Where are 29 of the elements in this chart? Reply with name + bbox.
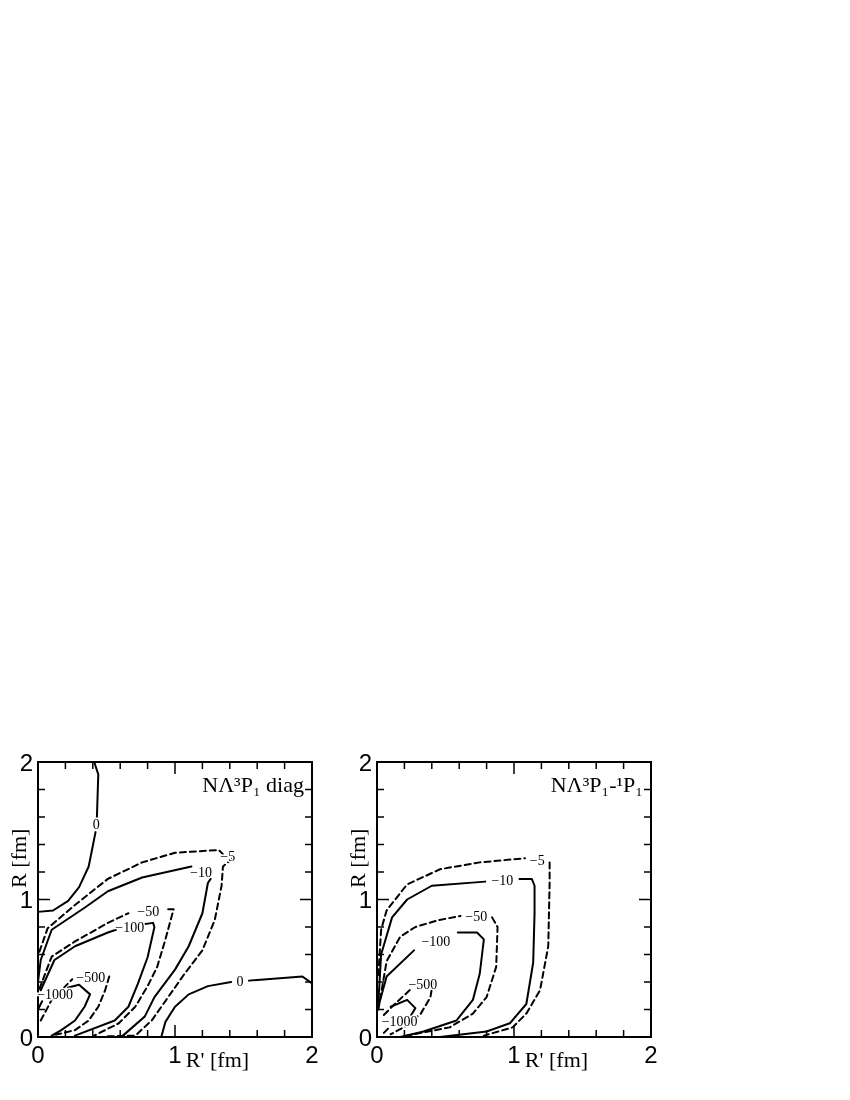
- y-tick-label: 0: [358, 1023, 372, 1051]
- series-label: −10: [491, 872, 514, 888]
- series-label: −5: [529, 852, 545, 868]
- series-label: −5: [220, 848, 236, 864]
- series-label: −100: [115, 919, 145, 935]
- x-tick-label: 2: [305, 1041, 319, 1068]
- x-tick-label: 1: [507, 1041, 521, 1068]
- text: NΛ³P₁-¹P₁: [550, 772, 643, 797]
- y-tick-label: 2: [358, 748, 372, 776]
- text: NΛ³P₁ diag: [202, 772, 304, 797]
- series-label: −100: [421, 933, 451, 949]
- series-label: −500: [76, 970, 106, 986]
- series-label: −1000: [381, 1014, 418, 1030]
- series-label: −50: [465, 909, 488, 925]
- x-tick-label: 2: [644, 1041, 658, 1068]
- x-tick-label: 1: [168, 1041, 182, 1068]
- series-label: 0: [236, 973, 244, 989]
- series-label: −500: [408, 976, 438, 992]
- series-label: −10: [190, 865, 212, 881]
- x-axis-title: R' [fm]: [524, 1047, 589, 1072]
- y-tick-label: 1: [358, 886, 372, 913]
- y-tick-label: 2: [19, 748, 33, 776]
- y-axis-title: R [fm]: [6, 828, 31, 888]
- series-label: −50: [137, 903, 160, 919]
- y-tick-label: 0: [19, 1023, 33, 1051]
- y-axis-title: R [fm]: [345, 828, 370, 888]
- series-label: 0: [92, 817, 100, 833]
- y-tick-label: 1: [19, 886, 33, 913]
- x-axis-title: R' [fm]: [185, 1047, 250, 1072]
